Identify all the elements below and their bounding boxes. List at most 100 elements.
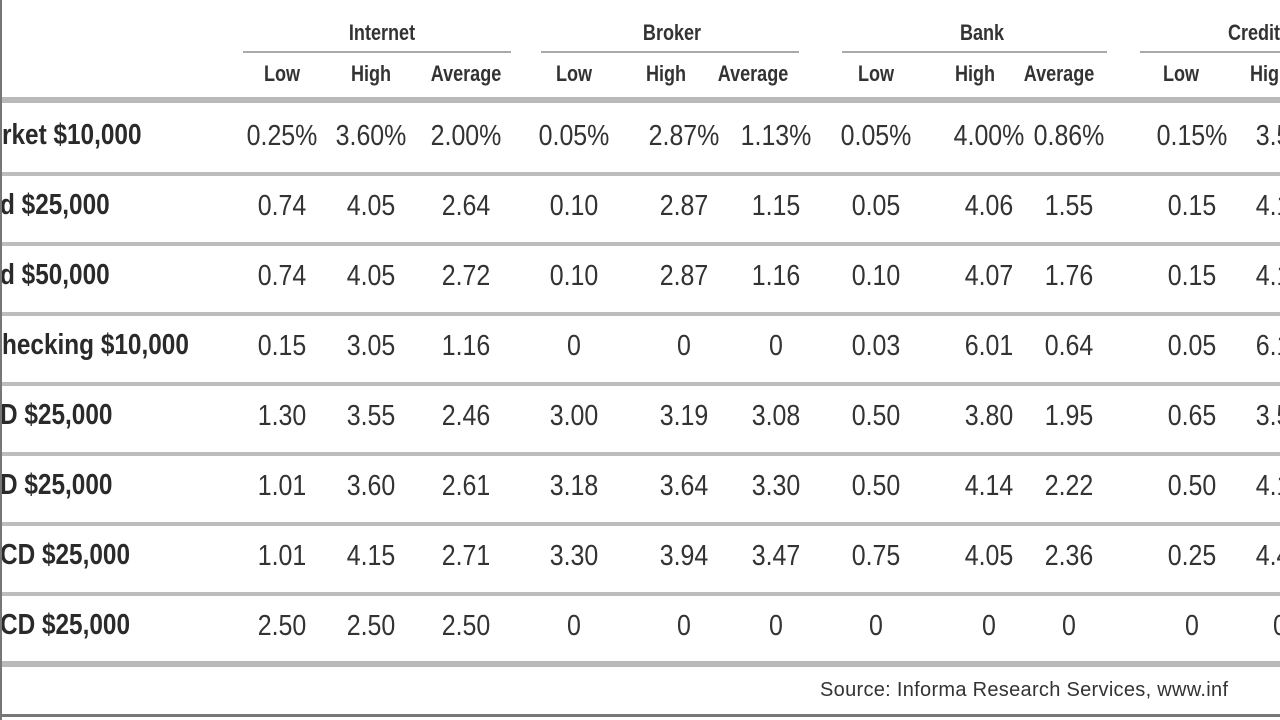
table-cell: 0.64 — [1044, 330, 1094, 362]
subheader-bank-low: Low — [857, 61, 895, 86]
table-cell: 3.19 — [659, 400, 709, 432]
subheader-bank-average: Average — [1023, 61, 1095, 86]
table-cell: 3.30 — [751, 470, 801, 502]
table-cell: 1.15 — [751, 190, 801, 222]
subheader-credit-low: Low — [1162, 61, 1200, 86]
table-cell: 4.14 — [964, 470, 1014, 502]
table-cell: 2.50 — [257, 610, 307, 642]
table-cell: 3.80 — [964, 400, 1014, 432]
table-cell: 0.74 — [257, 260, 307, 292]
subheader-internet-average: Average — [430, 61, 502, 86]
table-cell: 0.74 — [257, 190, 307, 222]
table-cell: 2.50 — [441, 610, 491, 642]
table-cell: 4.10 — [1255, 260, 1280, 292]
table-cell: 0.25% — [246, 120, 318, 152]
table-cell: 2.61 — [441, 470, 491, 502]
table-cell: 0.10 — [851, 260, 901, 292]
row-divider — [0, 592, 1280, 596]
subheader-broker-high: High — [645, 61, 687, 86]
table-cell: 3.47 — [751, 540, 801, 572]
table-cell: 3.56 — [1255, 120, 1280, 152]
table-cell: 1.55 — [1044, 190, 1094, 222]
table-cell: 2.46 — [441, 400, 491, 432]
table-cell: 0.25 — [1167, 540, 1217, 572]
subheader-broker-average: Average — [717, 61, 789, 86]
table-cell: 2.87 — [659, 190, 709, 222]
table-cell: 4.00% — [953, 120, 1025, 152]
table-cell: 0.05 — [851, 190, 901, 222]
subheader-bank-high: High — [954, 61, 996, 86]
table-cell: 0 — [677, 610, 691, 642]
table-cell: 3.64 — [659, 470, 709, 502]
table-cell: 3.55 — [346, 400, 396, 432]
table-cell: 0 — [769, 330, 783, 362]
row-label: CD $25,000 — [0, 609, 131, 641]
table-cell: 0 — [769, 610, 783, 642]
row-label: d $50,000 — [0, 259, 110, 291]
group-header-internet: Internet — [348, 20, 416, 45]
table-cell: 0.50 — [1167, 470, 1217, 502]
table-cell: 3.08 — [751, 400, 801, 432]
row-divider — [0, 312, 1280, 316]
table-cell: 1.16 — [441, 330, 491, 362]
table-cell: 3.60 — [346, 470, 396, 502]
table-cell: 0 — [1062, 610, 1076, 642]
table-cell: 2.87 — [659, 260, 709, 292]
table-cell: 1.01 — [257, 470, 307, 502]
table-cell: 6.01 — [964, 330, 1014, 362]
table-cell: 0.15 — [257, 330, 307, 362]
group-header-bank: Bank — [959, 20, 1005, 45]
table-cell: 4.10 — [1255, 190, 1280, 222]
table-cell: 6.15 — [1255, 330, 1280, 362]
group-header-broker: Broker — [642, 20, 702, 45]
row-label: d $25,000 — [0, 189, 110, 221]
table-cell: 0.75 — [851, 540, 901, 572]
group-underline-broker — [541, 51, 799, 53]
table-cell: 0.05 — [1167, 330, 1217, 362]
table-cell: 0.15 — [1167, 260, 1217, 292]
header-band — [0, 97, 1280, 103]
row-label: CD $25,000 — [0, 539, 131, 571]
subheader-broker-low: Low — [555, 61, 593, 86]
table-cell: 0 — [567, 330, 581, 362]
left-border — [0, 0, 2, 720]
table-cell: 3.60% — [335, 120, 407, 152]
table-cell: 0.15 — [1167, 190, 1217, 222]
table-cell: 3.00 — [549, 400, 599, 432]
table-cell: 1.95 — [1044, 400, 1094, 432]
table-bottom-band — [0, 661, 1280, 667]
row-divider — [0, 522, 1280, 526]
row-label: D $25,000 — [0, 469, 113, 501]
row-divider — [0, 382, 1280, 386]
table-cell: 2.64 — [441, 190, 491, 222]
table-cell: 0 — [567, 610, 581, 642]
table-cell: 4.05 — [346, 260, 396, 292]
row-label: rket $10,000 — [2, 119, 142, 151]
table-cell: 0.05% — [538, 120, 610, 152]
group-underline-bank — [842, 51, 1107, 53]
table-cell: 0.86% — [1033, 120, 1105, 152]
table-cell: 2.87% — [648, 120, 720, 152]
table-cell: 0.50 — [851, 470, 901, 502]
table-cell: 2.36 — [1044, 540, 1094, 572]
table-cell: 0.65 — [1167, 400, 1217, 432]
row-divider — [0, 242, 1280, 246]
table-cell: 3.55 — [1255, 400, 1280, 432]
table-cell: 1.13% — [740, 120, 812, 152]
table-cell: 0 — [677, 330, 691, 362]
subheader-internet-low: Low — [263, 61, 301, 86]
table-cell: 3.30 — [549, 540, 599, 572]
table-cell: 2.72 — [441, 260, 491, 292]
table-cell: 0.03 — [851, 330, 901, 362]
table-cell: 1.76 — [1044, 260, 1094, 292]
table-cell: 2.00% — [430, 120, 502, 152]
source-note: Source: Informa Research Services, www.i… — [820, 679, 1229, 701]
table-cell: 4.05 — [964, 540, 1014, 572]
subheader-credit-high: High — [1249, 61, 1280, 86]
table-cell: 0 — [1185, 610, 1199, 642]
table-cell: 4.05 — [346, 190, 396, 222]
table-cell: 1.16 — [751, 260, 801, 292]
row-divider — [0, 172, 1280, 176]
row-label: D $25,000 — [0, 399, 113, 431]
